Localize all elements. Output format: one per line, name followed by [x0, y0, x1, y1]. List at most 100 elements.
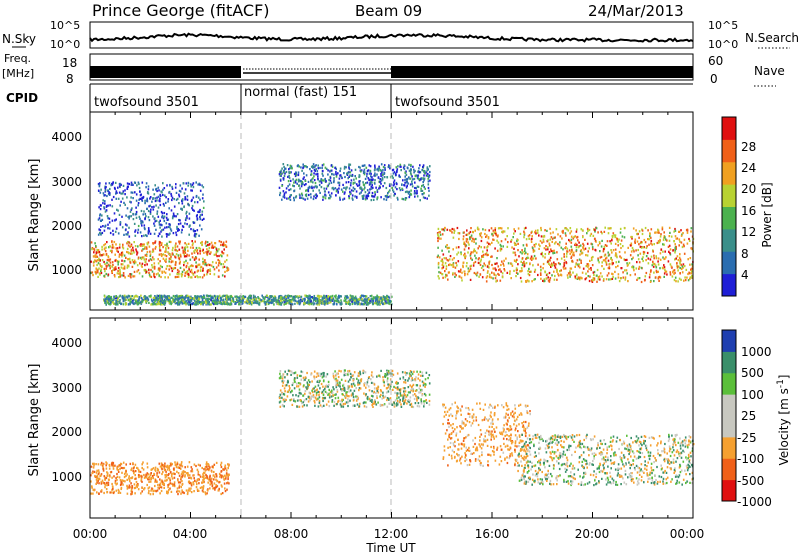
data-cell [598, 275, 601, 278]
data-cell [113, 302, 115, 305]
data-cell [360, 191, 362, 194]
data-cell [397, 198, 399, 201]
data-cell [567, 272, 570, 275]
data-cell [159, 219, 161, 222]
data-cell [97, 189, 100, 192]
data-cell [210, 264, 213, 267]
data-cell [460, 253, 462, 256]
data-cell [170, 490, 173, 493]
data-cell [124, 189, 126, 192]
nave-axis-bottom: 0 [710, 72, 718, 86]
data-cell [632, 267, 635, 270]
data-cell [105, 464, 107, 467]
data-cell [131, 259, 134, 262]
data-cell [226, 294, 228, 297]
data-cell [158, 223, 161, 226]
data-cell [121, 297, 124, 300]
data-cell [371, 184, 373, 187]
data-cell [177, 256, 180, 259]
data-cell [183, 255, 186, 258]
data-cell [557, 262, 560, 265]
data-cell [133, 275, 136, 278]
data-cell [421, 193, 424, 196]
data-cell [130, 208, 133, 211]
data-cell [422, 164, 425, 167]
data-cell [95, 271, 97, 274]
data-cell [480, 232, 482, 235]
data-cell [158, 487, 160, 490]
data-cell [383, 182, 386, 185]
data-cell [97, 251, 99, 254]
data-cell [122, 184, 125, 187]
data-cell [113, 212, 116, 215]
data-cell [298, 303, 301, 306]
data-cell [108, 246, 110, 249]
data-cell [196, 201, 199, 204]
data-cell [143, 487, 146, 490]
data-cell [614, 235, 616, 239]
data-cell [281, 301, 283, 304]
data-cell [533, 243, 536, 247]
power-cbar-tick-4: 4 [741, 268, 749, 282]
data-cell [354, 299, 356, 302]
data-cell [647, 262, 650, 265]
data-cell [122, 190, 125, 193]
data-cell [257, 296, 260, 300]
data-cell [437, 235, 440, 238]
data-cell [188, 474, 191, 477]
data-cell [288, 188, 290, 192]
data-cell [145, 254, 148, 257]
data-cell [336, 188, 338, 191]
data-cell [584, 238, 586, 241]
data-cell [282, 171, 285, 174]
data-cell [222, 468, 224, 471]
data-cell [134, 299, 137, 302]
data-cell [282, 178, 285, 181]
data-cell [503, 269, 506, 272]
data-cell [519, 276, 522, 280]
data-cell [112, 300, 114, 304]
data-cell [321, 298, 323, 301]
data-cell [153, 296, 156, 299]
data-cell [220, 463, 222, 466]
data-cell [95, 245, 97, 248]
data-cell [284, 167, 286, 170]
data-cell [169, 228, 172, 231]
data-cell [582, 267, 585, 270]
data-cell [277, 299, 279, 302]
data-cell [286, 197, 288, 200]
data-cell [239, 295, 242, 298]
data-cell [175, 261, 177, 264]
data-cell [334, 295, 336, 298]
data-cell [691, 274, 693, 278]
data-cell [522, 262, 524, 265]
data-cell [444, 262, 447, 265]
data-cell [104, 301, 106, 305]
data-cell [391, 175, 394, 178]
data-cell [426, 166, 429, 169]
data-cell [145, 476, 148, 479]
data-cell [158, 232, 161, 235]
data-cell [203, 294, 205, 297]
data-cell [351, 295, 353, 298]
data-cell [320, 186, 323, 189]
data-cell [175, 215, 177, 218]
data-cell [650, 236, 652, 239]
data-cell [339, 174, 342, 177]
data-cell [572, 271, 574, 274]
data-cell [155, 204, 157, 207]
data-cell [111, 205, 114, 208]
data-cell [227, 295, 230, 298]
data-cell [382, 169, 384, 172]
data-cell [96, 481, 98, 484]
data-cell [490, 227, 493, 230]
data-cell [263, 297, 266, 301]
data-cell [380, 182, 382, 185]
data-cell [161, 301, 164, 304]
data-cell [141, 265, 143, 268]
data-cell [496, 249, 499, 252]
data-cell [645, 246, 648, 249]
data-cell [190, 276, 192, 279]
power-cbar-tick-20: 20 [741, 182, 756, 196]
data-cell [642, 246, 645, 249]
